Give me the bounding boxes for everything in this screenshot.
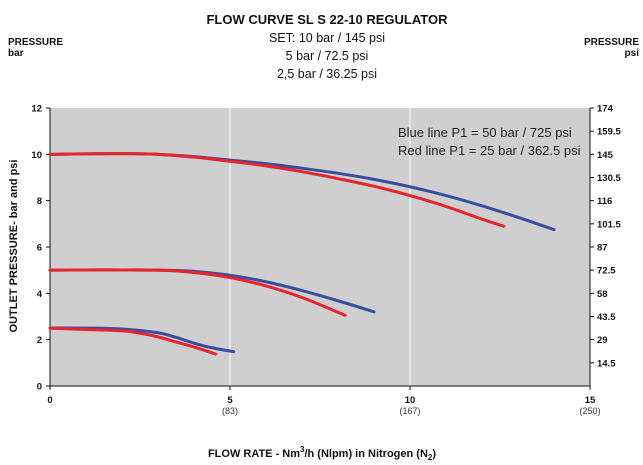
left-unit-title: PRESSURE xyxy=(8,37,63,48)
y-tick-label-right-130.5: 130.5 xyxy=(597,173,621,184)
y-tick-label-left-10: 10 xyxy=(31,150,42,161)
right-unit-title: PRESSURE xyxy=(584,37,639,48)
y-tick-label-right-72.5: 72.5 xyxy=(597,266,616,277)
y-tick-label-right-101.5: 101.5 xyxy=(597,219,621,230)
x-tick-label-0: 0 xyxy=(47,395,52,406)
y-tick-label-left-4: 4 xyxy=(37,289,43,300)
x-axis-title-part-2: /h (Nlpm) in Nitrogen (N xyxy=(304,448,427,460)
y-tick-label-left-0: 0 xyxy=(37,382,42,393)
y-axis-title: OUTLET PRESSURE- bar and psi xyxy=(8,160,20,333)
y-tick-label-right-58: 58 xyxy=(597,289,608,300)
y-tick-label-right-29: 29 xyxy=(597,335,608,346)
x-tick-sublabel-10: (167) xyxy=(399,406,420,416)
x-tick-label-5: 5 xyxy=(227,395,233,406)
y-tick-label-right-159.5: 159.5 xyxy=(597,127,621,138)
x-tick-label-10: 10 xyxy=(405,395,416,406)
x-tick-sublabel-5: (83) xyxy=(222,406,238,416)
annotation-blue-line: Blue line P1 = 50 bar / 725 psi xyxy=(398,125,572,140)
set-line-2: 5 bar / 72.5 psi xyxy=(286,49,369,63)
y-tick-label-right-43.5: 43.5 xyxy=(597,312,616,323)
left-unit: bar xyxy=(8,48,24,59)
set-line-1: SET: 10 bar / 145 psi xyxy=(269,31,385,45)
x-axis-title-part-1: FLOW RATE - Nm xyxy=(208,448,300,460)
set-line-3: 2,5 bar / 36.25 psi xyxy=(277,67,377,81)
x-axis-title-part-3: ) xyxy=(432,448,436,460)
chart-title: FLOW CURVE SL S 22-10 REGULATOR xyxy=(206,12,448,27)
y-tick-label-right-174: 174 xyxy=(597,104,614,115)
y-tick-label-left-12: 12 xyxy=(31,104,42,115)
annotation-red-line: Red line P1 = 25 bar / 362.5 psi xyxy=(398,143,581,158)
y-tick-label-right-14.5: 14.5 xyxy=(597,358,616,369)
y-tick-label-left-2: 2 xyxy=(37,335,42,346)
y-tick-label-right-116: 116 xyxy=(597,196,612,207)
right-unit: psi xyxy=(625,48,640,59)
y-tick-label-right-87: 87 xyxy=(597,243,608,254)
y-tick-label-right-145: 145 xyxy=(597,150,614,161)
x-tick-sublabel-15: (250) xyxy=(579,406,600,416)
y-tick-label-left-6: 6 xyxy=(37,243,42,254)
y-tick-label-left-8: 8 xyxy=(37,196,42,207)
x-axis-title: FLOW RATE - Nm3/h (Nlpm) in Nitrogen (N2… xyxy=(208,445,436,462)
x-tick-label-15: 15 xyxy=(585,395,596,406)
